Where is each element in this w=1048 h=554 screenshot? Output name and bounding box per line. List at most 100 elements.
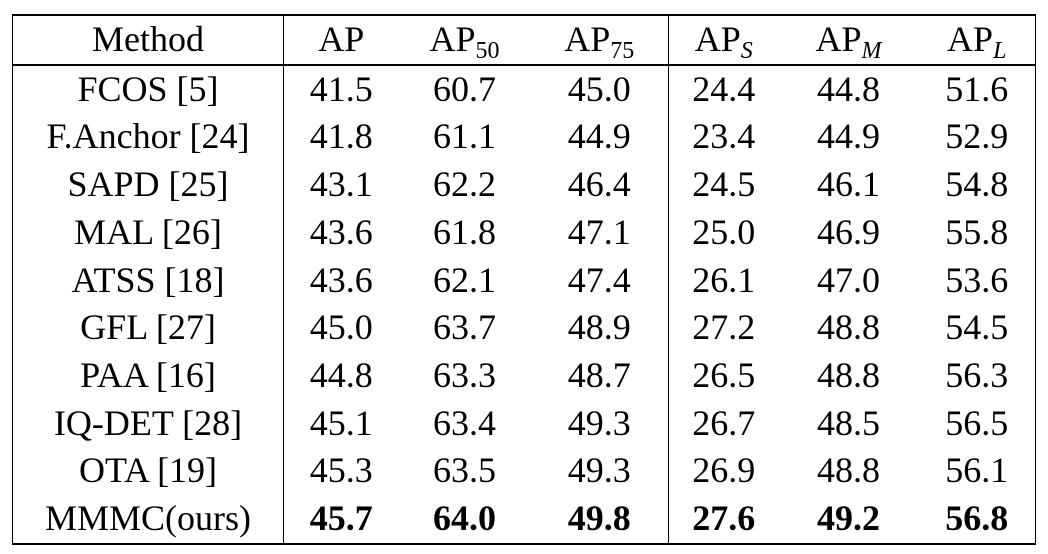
value-cell: 63.7 [433, 307, 496, 348]
value-cell: 45.0 [309, 307, 373, 348]
value-cell: 47.4 [530, 256, 669, 305]
header-row: Method AP AP50 AP75 APS APM APL [12, 14, 1036, 66]
value-cell: 24.4 [692, 68, 756, 109]
value-cell: 56.1 [918, 447, 1036, 496]
value-cell: 49.8 [530, 495, 669, 545]
method-cell: MAL [26] [12, 208, 284, 257]
table-row: PAA [16] 44.8 63.3 48.7 26.5 48.8 56.3 [12, 351, 1036, 400]
value-cell: 43.6 [309, 211, 373, 252]
value-cell: 24.5 [692, 164, 756, 205]
method-cell: IQ-DET [28] [12, 399, 284, 448]
table-body: FCOS [5] 41.5 60.7 45.0 24.4 44.8 51.6 F.Anchor… [12, 64, 1036, 545]
table-row: ATSS [18] 43.6 62.1 47.4 26.1 47.0 53.6 [12, 256, 1036, 305]
value-cell: 48.8 [817, 450, 880, 491]
header-cell: APM [778, 14, 919, 66]
header-subscript: S [740, 38, 753, 64]
value-cell: 43.6 [309, 259, 373, 300]
value-cell: 61.8 [433, 211, 496, 252]
header-text: Method [92, 19, 204, 59]
header-text: AP [564, 19, 611, 59]
value-cell: 48.5 [817, 402, 880, 443]
table-row: MAL [26] 43.6 61.8 47.1 25.0 46.9 55.8 [12, 208, 1036, 257]
value-cell: 62.1 [433, 259, 496, 300]
value-cell: 48.8 [817, 307, 880, 348]
results-table: Method AP AP50 AP75 APS APM APL FCOS [5] 41.5 60… [12, 14, 1036, 545]
method-cell: GFL [27] [12, 304, 284, 352]
value-cell: 45.3 [309, 450, 373, 491]
value-cell: 41.8 [309, 116, 373, 157]
header-cell: Method [12, 14, 284, 66]
value-cell: 52.9 [918, 113, 1036, 162]
header-text: AP [429, 19, 476, 59]
value-cell: 63.3 [433, 354, 496, 395]
value-cell: 44.8 [817, 68, 880, 109]
value-cell: 49.3 [530, 447, 669, 496]
value-cell: 56.8 [918, 495, 1036, 545]
value-cell: 61.1 [433, 116, 496, 157]
header-subscript: L [993, 38, 1007, 64]
method-cell: OTA [19] [12, 447, 284, 496]
value-cell: 54.8 [918, 161, 1036, 209]
value-cell: 60.7 [433, 68, 496, 109]
value-cell: 48.8 [817, 354, 880, 395]
value-cell: 55.8 [918, 208, 1036, 257]
header-cell: AP50 [398, 14, 531, 66]
value-cell: 26.1 [692, 259, 756, 300]
value-cell: 48.7 [530, 351, 669, 400]
header-cell: AP [283, 14, 399, 66]
value-cell: 47.0 [817, 259, 880, 300]
header-subscript: M [861, 38, 882, 64]
value-cell: 51.6 [918, 64, 1036, 114]
table-row: F.Anchor [24] 41.8 61.1 44.9 23.4 44.9 52.9 [12, 113, 1036, 162]
header-text: AP [947, 19, 994, 59]
value-cell: 63.5 [433, 450, 496, 491]
value-cell: 46.4 [530, 161, 669, 209]
method-cell: PAA [16] [12, 351, 284, 400]
method-cell: ATSS [18] [12, 256, 284, 305]
value-cell: 44.9 [530, 113, 669, 162]
value-cell: 26.9 [692, 450, 756, 491]
value-cell: 25.0 [692, 211, 756, 252]
value-cell: 41.5 [309, 68, 373, 109]
header-subscript: 50 [475, 38, 500, 64]
table-row: MMMC(ours) 45.7 64.0 49.8 27.6 49.2 56.8 [12, 495, 1036, 545]
value-cell: 26.7 [692, 402, 756, 443]
header-subscript: 75 [610, 38, 635, 64]
method-cell: F.Anchor [24] [12, 113, 284, 162]
header-text: AP [694, 19, 741, 59]
value-cell: 62.2 [433, 164, 496, 205]
value-cell: 46.9 [817, 211, 880, 252]
method-cell: FCOS [5] [12, 64, 284, 114]
value-cell: 53.6 [918, 256, 1036, 305]
header-text: AP [815, 19, 862, 59]
value-cell: 54.5 [918, 304, 1036, 352]
method-cell: SAPD [25] [12, 161, 284, 209]
header-text: AP [318, 19, 365, 59]
table-row: IQ-DET [28] 45.1 63.4 49.3 26.7 48.5 56.5 [12, 399, 1036, 448]
value-cell: 49.2 [778, 495, 919, 545]
value-cell: 26.5 [692, 354, 756, 395]
value-cell: 27.6 [668, 495, 779, 545]
value-cell: 46.1 [817, 164, 880, 205]
value-cell: 44.9 [817, 116, 880, 157]
value-cell: 49.3 [530, 399, 669, 448]
value-cell: 63.4 [433, 402, 496, 443]
header-cell: APL [918, 14, 1036, 66]
header-cell: APS [668, 14, 779, 66]
value-cell: 27.2 [692, 307, 756, 348]
value-cell: 23.4 [692, 116, 756, 157]
value-cell: 48.9 [530, 304, 669, 352]
value-cell: 56.3 [918, 351, 1036, 400]
table-row: GFL [27] 45.0 63.7 48.9 27.2 48.8 54.5 [12, 304, 1036, 352]
header-cell: AP75 [530, 14, 669, 66]
method-cell: MMMC(ours) [12, 495, 284, 545]
table-row: OTA [19] 45.3 63.5 49.3 26.9 48.8 56.1 [12, 447, 1036, 496]
table-row: FCOS [5] 41.5 60.7 45.0 24.4 44.8 51.6 [12, 64, 1036, 114]
value-cell: 45.0 [530, 64, 669, 114]
value-cell: 64.0 [398, 495, 531, 545]
value-cell: 44.8 [309, 354, 373, 395]
value-cell: 56.5 [918, 399, 1036, 448]
value-cell: 45.7 [283, 495, 399, 545]
value-cell: 47.1 [530, 208, 669, 257]
